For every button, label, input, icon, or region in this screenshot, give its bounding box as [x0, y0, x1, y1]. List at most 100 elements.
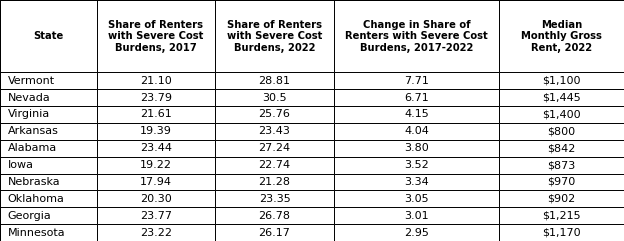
Bar: [97, 123, 215, 140]
Text: $873: $873: [547, 160, 576, 170]
Text: 28.81: 28.81: [258, 76, 291, 86]
Bar: [97, 72, 215, 89]
Bar: [97, 174, 215, 190]
Text: 19.22: 19.22: [140, 160, 172, 170]
Bar: [0, 89, 97, 106]
Bar: [499, 89, 624, 106]
Text: Share of Renters
with Severe Cost
Burdens, 2017: Share of Renters with Severe Cost Burden…: [109, 20, 203, 53]
Text: State: State: [33, 31, 64, 41]
Text: 3.34: 3.34: [404, 177, 429, 187]
Bar: [215, 207, 334, 224]
Bar: [499, 157, 624, 174]
Bar: [334, 140, 499, 157]
Text: Oklahoma: Oklahoma: [7, 194, 64, 204]
Bar: [97, 224, 215, 241]
Text: Iowa: Iowa: [7, 160, 34, 170]
Bar: [215, 157, 334, 174]
Text: 3.01: 3.01: [404, 211, 429, 221]
Text: Georgia: Georgia: [7, 211, 51, 221]
Text: 21.10: 21.10: [140, 76, 172, 86]
Bar: [334, 224, 499, 241]
Text: 26.17: 26.17: [258, 228, 291, 238]
Text: Alabama: Alabama: [7, 143, 57, 153]
Bar: [499, 106, 624, 123]
Bar: [215, 106, 334, 123]
Bar: [97, 157, 215, 174]
Text: 2.95: 2.95: [404, 228, 429, 238]
Bar: [0, 174, 97, 190]
Bar: [0, 207, 97, 224]
Bar: [215, 174, 334, 190]
Bar: [0, 72, 97, 89]
Text: 27.24: 27.24: [258, 143, 291, 153]
Bar: [499, 190, 624, 207]
Bar: [334, 207, 499, 224]
Text: 7.71: 7.71: [404, 76, 429, 86]
Bar: [334, 157, 499, 174]
Text: 3.05: 3.05: [404, 194, 429, 204]
Bar: [215, 190, 334, 207]
Text: $1,445: $1,445: [542, 93, 581, 103]
Bar: [97, 190, 215, 207]
Text: 3.80: 3.80: [404, 143, 429, 153]
Text: 26.78: 26.78: [258, 211, 291, 221]
Text: $1,170: $1,170: [542, 228, 581, 238]
Text: 23.79: 23.79: [140, 93, 172, 103]
Text: $1,100: $1,100: [542, 76, 581, 86]
Text: Nebraska: Nebraska: [7, 177, 60, 187]
Bar: [499, 0, 624, 72]
Text: 19.39: 19.39: [140, 126, 172, 136]
Bar: [215, 0, 334, 72]
Bar: [499, 72, 624, 89]
Bar: [499, 174, 624, 190]
Text: Minnesota: Minnesota: [7, 228, 65, 238]
Bar: [97, 106, 215, 123]
Bar: [499, 123, 624, 140]
Bar: [0, 190, 97, 207]
Text: Nevada: Nevada: [7, 93, 51, 103]
Bar: [0, 0, 97, 72]
Bar: [334, 0, 499, 72]
Text: 30.5: 30.5: [262, 93, 287, 103]
Text: $1,400: $1,400: [542, 109, 581, 120]
Bar: [0, 157, 97, 174]
Bar: [0, 224, 97, 241]
Bar: [334, 106, 499, 123]
Text: Vermont: Vermont: [7, 76, 55, 86]
Bar: [334, 72, 499, 89]
Bar: [97, 207, 215, 224]
Bar: [215, 72, 334, 89]
Text: 23.77: 23.77: [140, 211, 172, 221]
Text: Share of Renters
with Severe Cost
Burdens, 2022: Share of Renters with Severe Cost Burden…: [227, 20, 322, 53]
Bar: [97, 0, 215, 72]
Bar: [215, 123, 334, 140]
Text: 4.04: 4.04: [404, 126, 429, 136]
Text: $902: $902: [547, 194, 576, 204]
Text: $1,215: $1,215: [542, 211, 581, 221]
Text: 21.28: 21.28: [258, 177, 291, 187]
Bar: [334, 190, 499, 207]
Text: 23.35: 23.35: [259, 194, 290, 204]
Text: 6.71: 6.71: [404, 93, 429, 103]
Text: 4.15: 4.15: [404, 109, 429, 120]
Bar: [499, 140, 624, 157]
Text: 22.74: 22.74: [258, 160, 291, 170]
Text: Virginia: Virginia: [7, 109, 50, 120]
Text: $800: $800: [547, 126, 576, 136]
Bar: [97, 89, 215, 106]
Bar: [0, 123, 97, 140]
Text: 3.52: 3.52: [404, 160, 429, 170]
Text: Median
Monthly Gross
Rent, 2022: Median Monthly Gross Rent, 2022: [521, 20, 602, 53]
Text: Change in Share of
Renters with Severe Cost
Burdens, 2017-2022: Change in Share of Renters with Severe C…: [345, 20, 488, 53]
Text: 25.76: 25.76: [258, 109, 291, 120]
Text: 21.61: 21.61: [140, 109, 172, 120]
Bar: [0, 106, 97, 123]
Bar: [334, 174, 499, 190]
Bar: [334, 123, 499, 140]
Text: 23.22: 23.22: [140, 228, 172, 238]
Text: Arkansas: Arkansas: [7, 126, 59, 136]
Text: 17.94: 17.94: [140, 177, 172, 187]
Text: 23.44: 23.44: [140, 143, 172, 153]
Text: 23.43: 23.43: [258, 126, 291, 136]
Bar: [215, 224, 334, 241]
